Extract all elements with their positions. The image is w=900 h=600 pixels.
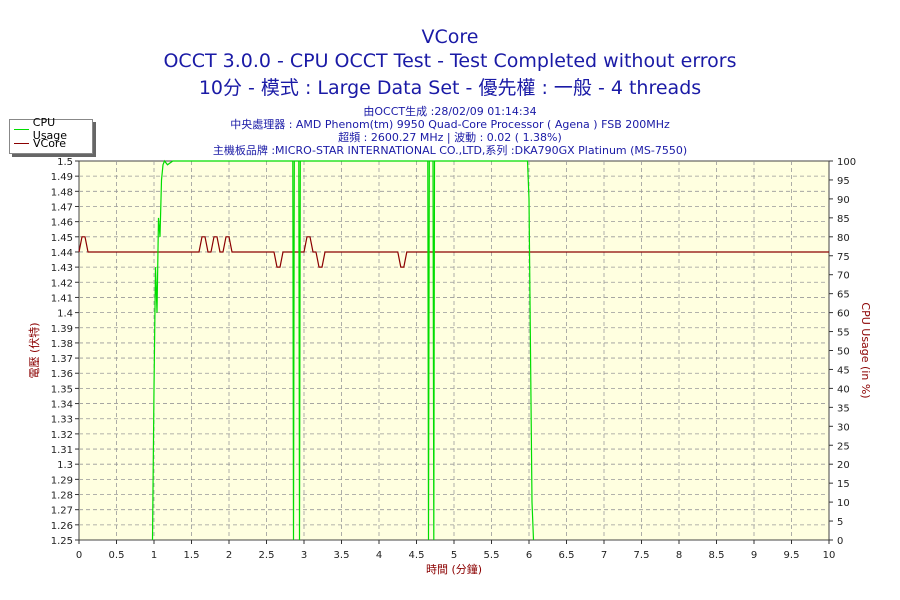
y-right-tick-label: 10: [837, 498, 850, 509]
chart-subtitle-mode: 10分 - 模式 : Large Data Set - 優先權 : 一般 - 4…: [198, 77, 702, 99]
y-right-tick-label: 95: [837, 176, 850, 187]
x-axis-title: 時間 (分鐘): [426, 562, 482, 576]
y-left-tick-label: 1.36: [51, 369, 73, 380]
y-right-tick-label: 80: [837, 233, 850, 244]
series-line-cpu-usage: [151, 159, 535, 541]
x-tick-label: 2.5: [259, 550, 275, 561]
x-tick-label: 6: [526, 550, 532, 561]
x-tick-label: 0: [76, 550, 82, 561]
y-left-tick-label: 1.5: [57, 157, 73, 168]
y-right-tick-label: 25: [837, 441, 850, 452]
x-tick-label: 5.5: [484, 550, 500, 561]
chart-title: VCore: [421, 26, 479, 48]
legend-item-vcore: VCore: [14, 136, 66, 150]
y-left-tick-label: 1.28: [51, 491, 73, 502]
x-tick-label: 6.5: [559, 550, 575, 561]
y-left-tick-label: 1.46: [51, 218, 73, 229]
x-tick-label: 1.5: [184, 550, 200, 561]
y-right-tick-label: 65: [837, 290, 850, 301]
info-generated: 由OCCT生成 :28/02/09 01:14:34: [363, 105, 537, 118]
y-right-tick-label: 40: [837, 384, 850, 395]
x-tick-label: 8.5: [709, 550, 725, 561]
y-right-tick-label: 100: [837, 157, 856, 168]
y-left-tick-label: 1.49: [51, 172, 73, 183]
legend-swatch-cpu-usage: [14, 128, 29, 130]
y-left-tick-label: 1.47: [51, 202, 73, 213]
y-left-tick-label: 1.4: [57, 309, 73, 320]
y-left-tick-label: 1.33: [51, 415, 73, 426]
y-left-tick-label: 1.44: [51, 248, 73, 259]
legend-label-cpu-usage: CPU Usage: [32, 116, 68, 142]
y-left-tick-label: 1.31: [51, 445, 73, 456]
y-left-tick-label: 1.34: [51, 400, 73, 411]
x-tick-label: 4.5: [409, 550, 425, 561]
info-cpu: 中央處理器 : AMD Phenom(tm) 9950 Quad-Core Pr…: [230, 118, 670, 131]
series-line-vcore: [78, 236, 829, 268]
y-right-tick-label: 90: [837, 195, 850, 206]
y-left-tick-label: 1.27: [51, 506, 73, 517]
y-right-tick-label: 75: [837, 252, 850, 263]
y-left-tick-label: 1.29: [51, 475, 73, 486]
legend-item-cpu-usage: CPU Usage: [14, 116, 92, 142]
y-right-tick-label: 85: [837, 214, 850, 225]
y-right-tick-label: 30: [837, 422, 850, 433]
y-left-tick-label: 1.45: [51, 233, 73, 244]
x-tick-label: 9: [751, 550, 757, 561]
x-tick-label: 2: [226, 550, 232, 561]
info-clock: 超頻 : 2600.27 MHz | 波動 : 0.02 ( 1.38%): [338, 131, 562, 144]
y-right-tick-label: 15: [837, 479, 850, 490]
y-left-tick-label: 1.32: [51, 430, 73, 441]
x-tick-label: 5: [451, 550, 457, 561]
y-left-tick-label: 1.38: [51, 339, 73, 350]
y-right-tick-label: 5: [837, 517, 843, 528]
x-tick-label: 1: [151, 550, 157, 561]
y-left-tick-label: 1.48: [51, 187, 73, 198]
y-left-tick-label: 1.3: [57, 460, 73, 471]
legend-label-vcore: VCore: [33, 136, 66, 150]
y-right-tick-label: 20: [837, 460, 850, 471]
y-left-tick-label: 1.35: [51, 384, 73, 395]
y-left-tick-label: 1.41: [51, 293, 73, 304]
y-right-tick-label: 60: [837, 309, 850, 320]
x-tick-label: 9.5: [784, 550, 800, 561]
x-tick-label: 0.5: [109, 550, 125, 561]
x-tick-label: 8: [676, 550, 682, 561]
y-left-tick-label: 1.37: [51, 354, 73, 365]
chart-legend: CPU Usage VCore: [9, 116, 93, 154]
x-tick-label: 7.5: [634, 550, 650, 561]
x-tick-label: 10: [823, 550, 836, 561]
chart-subtitle-test: OCCT 3.0.0 - CPU OCCT Test - Test Comple…: [163, 50, 737, 72]
y-right-tick-label: 50: [837, 347, 850, 358]
info-motherboard: 主機板品牌 :MICRO-STAR INTERNATIONAL CO.,LTD,…: [212, 144, 688, 157]
x-tick-label: 3.5: [334, 550, 350, 561]
y-right-tick-label: 35: [837, 403, 850, 414]
y-right-tick-label: 0: [837, 536, 843, 547]
y-left-tick-label: 1.39: [51, 324, 73, 335]
y-left-tick-label: 1.26: [51, 521, 73, 532]
y-right-tick-label: 70: [837, 271, 850, 282]
y-left-tick-label: 1.43: [51, 263, 73, 274]
y-left-axis-title: 電壓 (伏特): [27, 322, 41, 378]
y-left-tick-label: 1.42: [51, 278, 73, 289]
x-tick-label: 3: [301, 550, 307, 561]
y-right-tick-label: 45: [837, 365, 850, 376]
x-tick-label: 4: [376, 550, 382, 561]
legend-swatch-vcore: [14, 142, 29, 144]
x-tick-label: 7: [601, 550, 607, 561]
y-right-tick-label: 55: [837, 328, 850, 339]
y-left-tick-label: 1.25: [51, 536, 73, 547]
y-right-axis-title: CPU Usage (in %): [859, 302, 872, 398]
